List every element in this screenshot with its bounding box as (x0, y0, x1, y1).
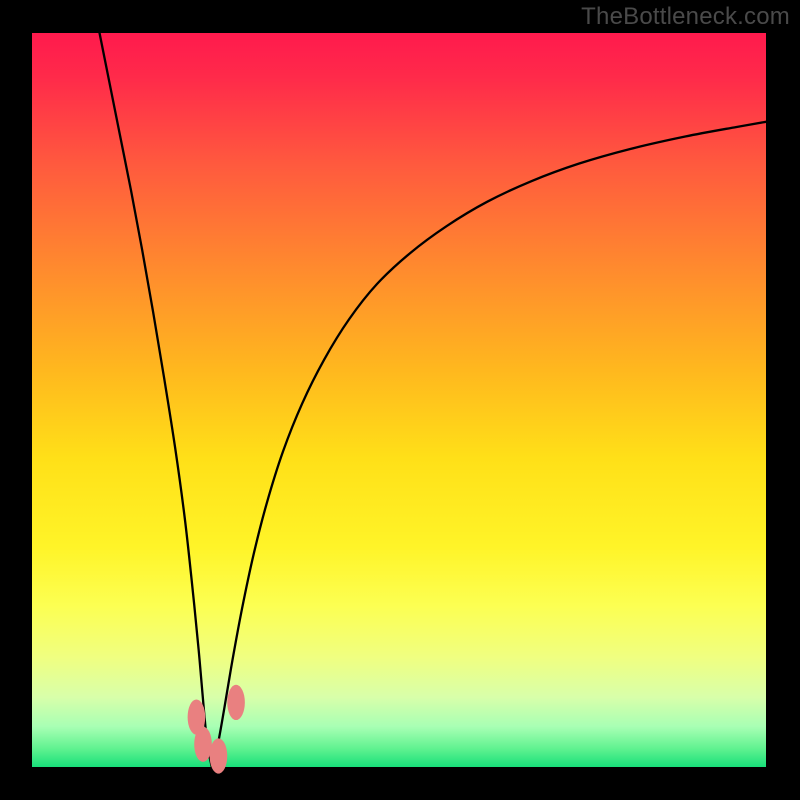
curve-left-branch (100, 33, 212, 767)
marker-group (188, 685, 245, 774)
watermark-text: TheBottleneck.com (581, 3, 790, 31)
curve-marker (210, 738, 228, 773)
curve-marker (227, 685, 245, 720)
curve-right-branch (212, 122, 766, 767)
bottleneck-chart (32, 33, 766, 767)
curve-marker (194, 727, 212, 762)
canvas: TheBottleneck.com (0, 0, 800, 800)
plot-area (32, 33, 766, 767)
